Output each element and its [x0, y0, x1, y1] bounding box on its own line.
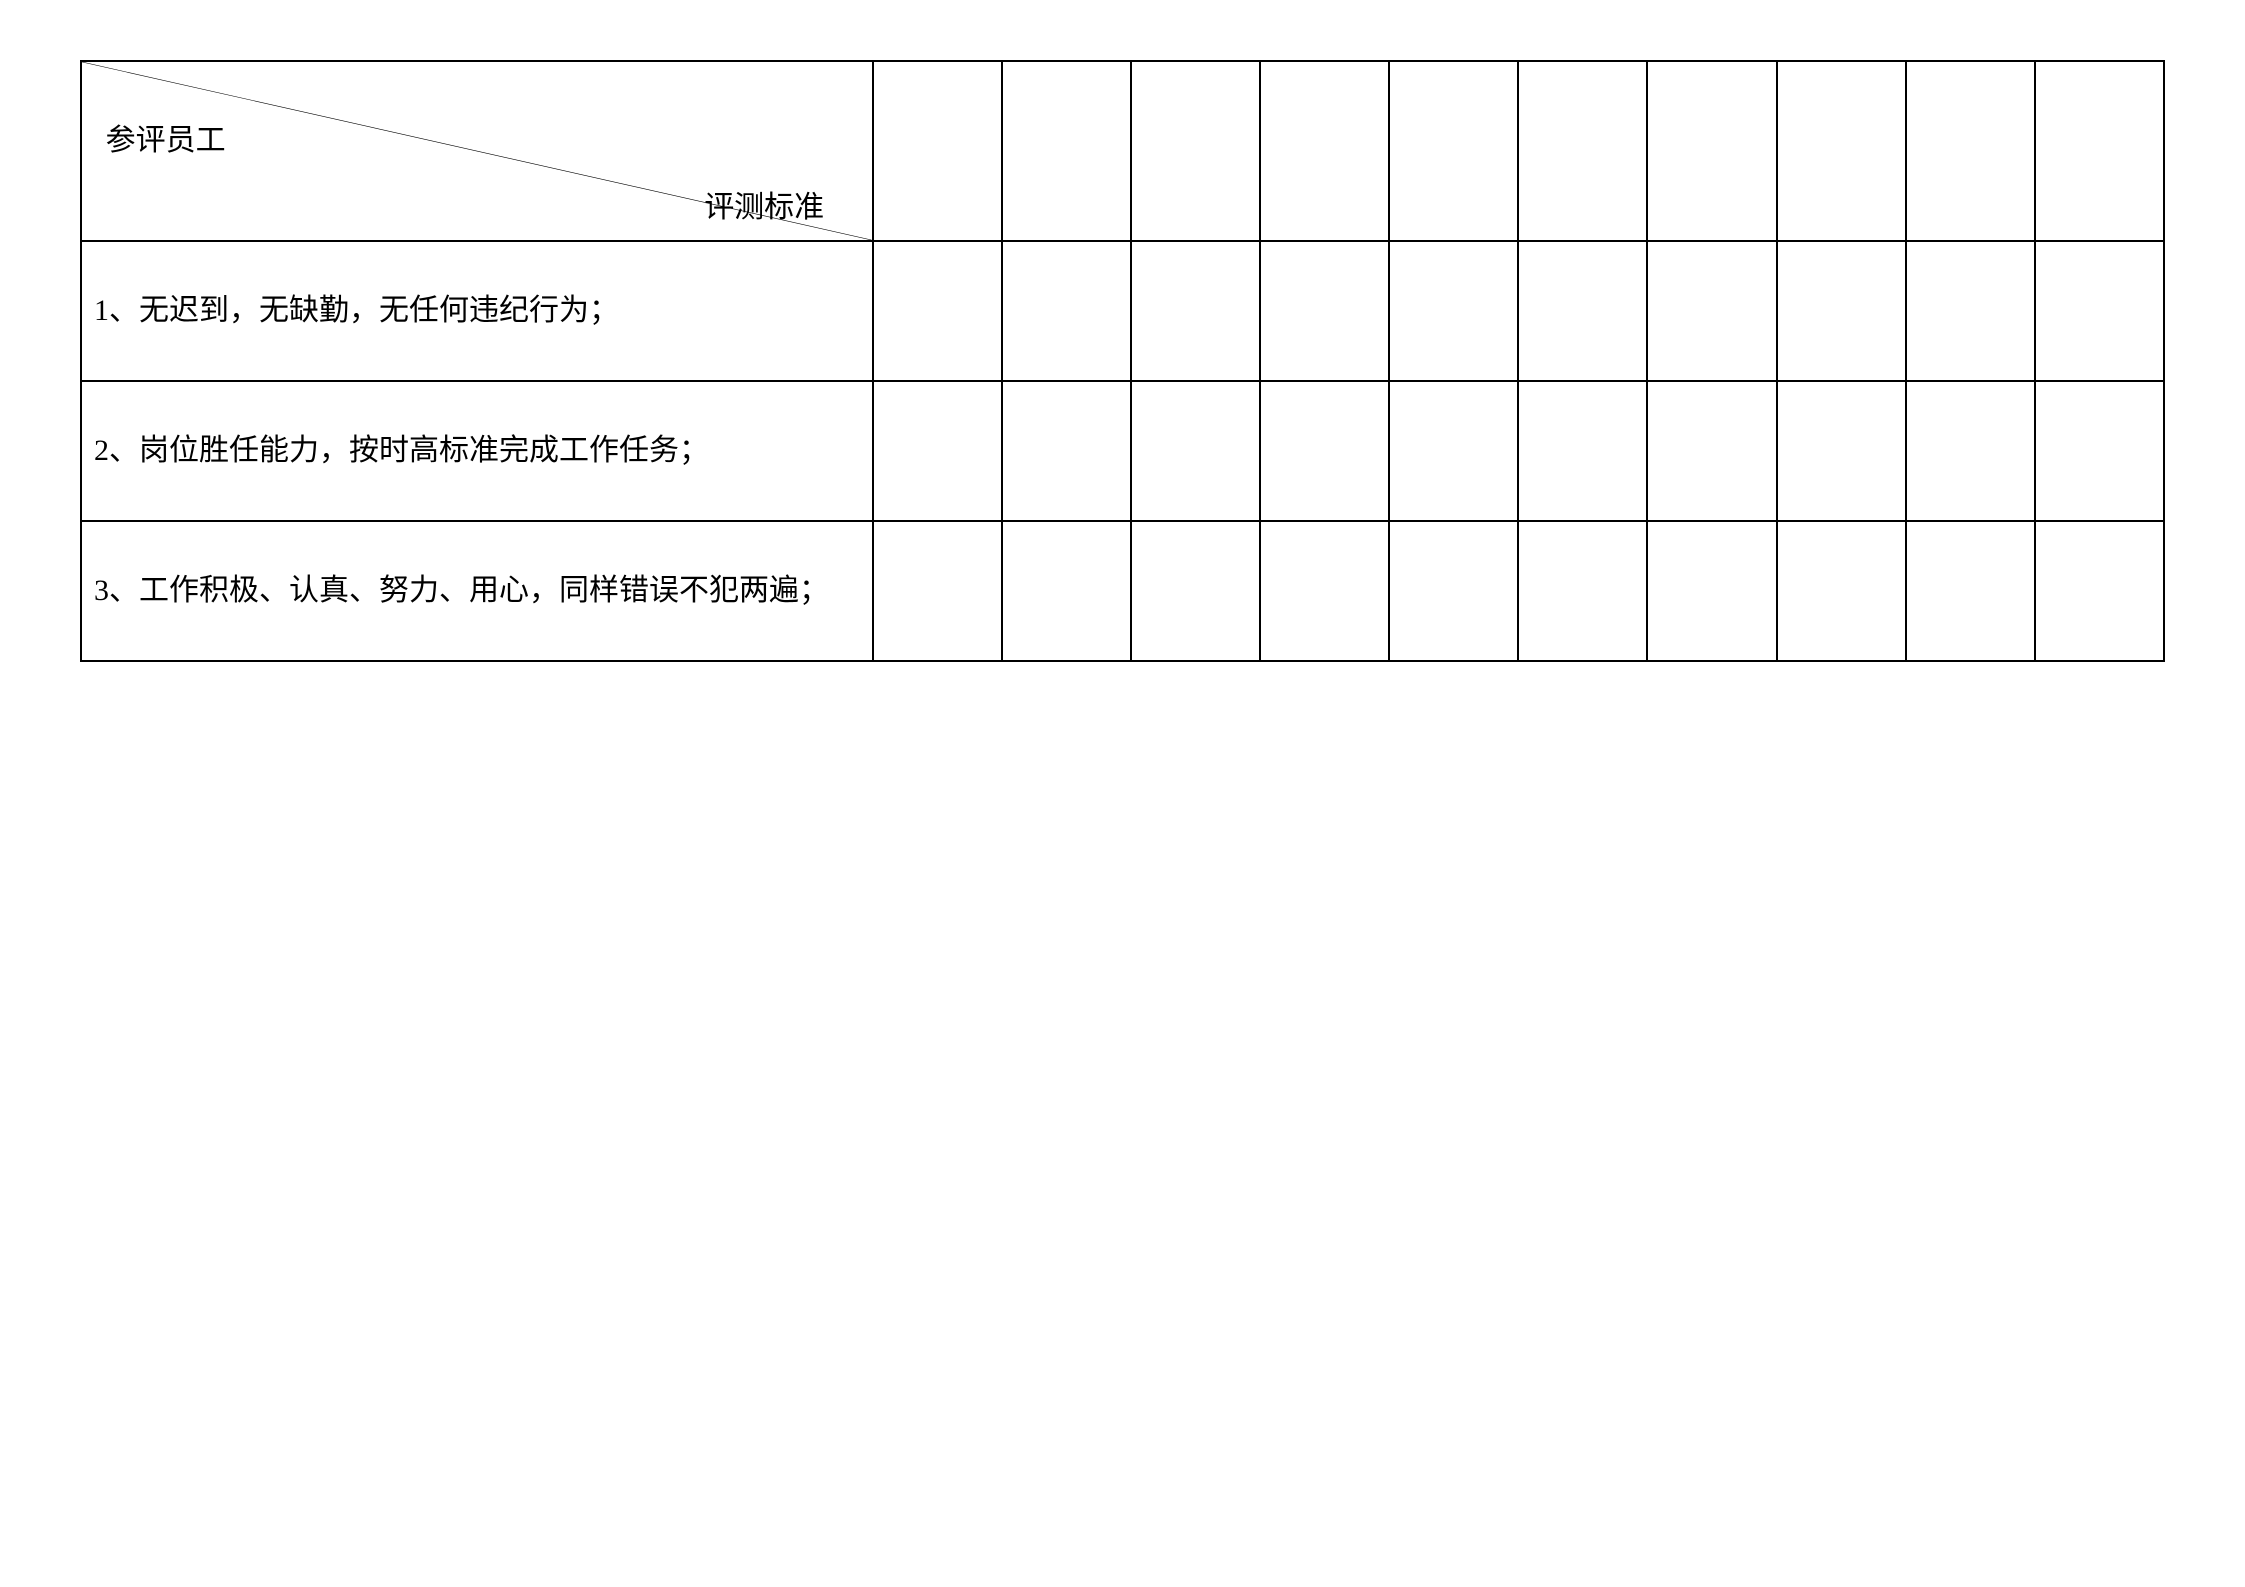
- data-cell: [2035, 381, 2164, 521]
- header-col-4: [1260, 61, 1389, 241]
- data-cell: [1131, 381, 1260, 521]
- data-cell: [873, 381, 1002, 521]
- header-col-7: [1647, 61, 1776, 241]
- data-cell: [873, 521, 1002, 661]
- data-cell: [1518, 521, 1647, 661]
- data-cell: [1131, 521, 1260, 661]
- data-cell: [1647, 241, 1776, 381]
- data-cell: [1002, 521, 1131, 661]
- evaluation-table-container: 参评员工 评测标准 1、无迟到，无缺勤，无任何违纪行为；: [80, 60, 2165, 662]
- data-cell: [1002, 381, 1131, 521]
- data-cell: [1389, 521, 1518, 661]
- header-col-3: [1131, 61, 1260, 241]
- table-row: 2、岗位胜任能力，按时高标准完成工作任务；: [81, 381, 2164, 521]
- data-cell: [1389, 381, 1518, 521]
- header-col-10: [2035, 61, 2164, 241]
- data-cell: [2035, 241, 2164, 381]
- header-top-label: 参评员工: [106, 115, 226, 159]
- table-row: 3、工作积极、认真、努力、用心，同样错误不犯两遍；: [81, 521, 2164, 661]
- data-cell: [1131, 241, 1260, 381]
- evaluation-table: 参评员工 评测标准 1、无迟到，无缺勤，无任何违纪行为；: [80, 60, 2165, 662]
- data-cell: [1647, 521, 1776, 661]
- data-cell: [1777, 521, 1906, 661]
- header-col-2: [1002, 61, 1131, 241]
- data-cell: [873, 241, 1002, 381]
- data-cell: [1260, 521, 1389, 661]
- data-cell: [1777, 381, 1906, 521]
- data-cell: [1389, 241, 1518, 381]
- table-header-row: 参评员工 评测标准: [81, 61, 2164, 241]
- header-col-9: [1906, 61, 2035, 241]
- data-cell: [1518, 241, 1647, 381]
- table-row: 1、无迟到，无缺勤，无任何违纪行为；: [81, 241, 2164, 381]
- header-col-5: [1389, 61, 1518, 241]
- data-cell: [1518, 381, 1647, 521]
- criteria-cell-3: 3、工作积极、认真、努力、用心，同样错误不犯两遍；: [81, 521, 873, 661]
- criteria-cell-1: 1、无迟到，无缺勤，无任何违纪行为；: [81, 241, 873, 381]
- header-col-1: [873, 61, 1002, 241]
- data-cell: [1260, 381, 1389, 521]
- data-cell: [1002, 241, 1131, 381]
- header-bottom-label: 评测标准: [704, 182, 824, 226]
- header-col-8: [1777, 61, 1906, 241]
- header-col-6: [1518, 61, 1647, 241]
- data-cell: [1777, 241, 1906, 381]
- data-cell: [1906, 521, 2035, 661]
- criteria-cell-2: 2、岗位胜任能力，按时高标准完成工作任务；: [81, 381, 873, 521]
- data-cell: [1260, 241, 1389, 381]
- data-cell: [1906, 381, 2035, 521]
- data-cell: [1906, 241, 2035, 381]
- data-cell: [1647, 381, 1776, 521]
- data-cell: [2035, 521, 2164, 661]
- diagonal-header-cell: 参评员工 评测标准: [81, 61, 873, 241]
